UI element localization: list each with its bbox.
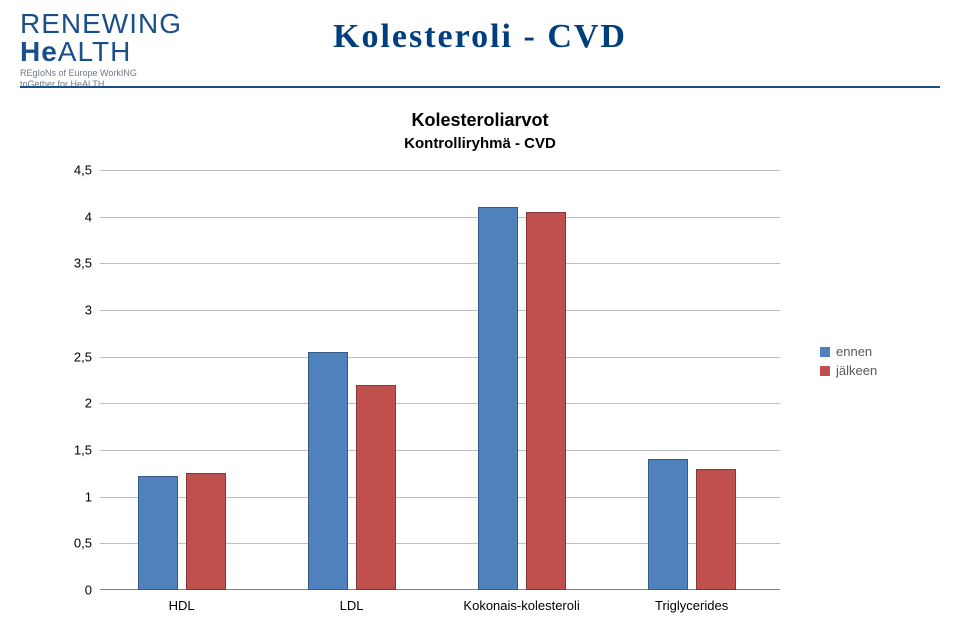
page-title: Kolesteroli - CVD bbox=[0, 18, 960, 56]
y-axis-label: 4,5 bbox=[74, 163, 92, 178]
legend-label: jälkeen bbox=[836, 363, 877, 378]
title-divider bbox=[20, 86, 940, 88]
y-axis-label: 0,5 bbox=[74, 536, 92, 551]
bar-jälkeen bbox=[356, 385, 396, 590]
bar-ennen bbox=[478, 207, 518, 590]
gridline bbox=[100, 450, 780, 451]
y-axis-label: 2,5 bbox=[74, 349, 92, 364]
legend-item: jälkeen bbox=[820, 363, 877, 378]
legend-swatch bbox=[820, 347, 830, 357]
bar-ennen bbox=[308, 352, 348, 590]
x-axis-label: HDL bbox=[169, 598, 195, 613]
y-axis-label: 3 bbox=[85, 303, 92, 318]
legend-item: ennen bbox=[820, 344, 877, 359]
y-axis-label: 1,5 bbox=[74, 443, 92, 458]
y-axis-label: 4 bbox=[85, 209, 92, 224]
gridline bbox=[100, 310, 780, 311]
y-axis-label: 3,5 bbox=[74, 256, 92, 271]
gridline bbox=[100, 170, 780, 171]
y-axis-label: 2 bbox=[85, 396, 92, 411]
y-axis-label: 0 bbox=[85, 583, 92, 598]
gridline bbox=[100, 263, 780, 264]
x-axis-label: Triglycerides bbox=[655, 598, 728, 613]
legend: ennen jälkeen bbox=[820, 340, 877, 382]
bar-ennen bbox=[138, 476, 178, 590]
slide: { "logo": { "line1_a": "RENEWING", "line… bbox=[0, 0, 960, 628]
x-axis-label: Kokonais-kolesteroli bbox=[463, 598, 579, 613]
bar-ennen bbox=[648, 459, 688, 590]
y-axis-label: 1 bbox=[85, 489, 92, 504]
gridline bbox=[100, 217, 780, 218]
chart-subtitle: Kontrolliryhmä - CVD bbox=[0, 135, 960, 152]
gridline bbox=[100, 357, 780, 358]
legend-label: ennen bbox=[836, 344, 872, 359]
bar-jälkeen bbox=[186, 473, 226, 590]
bar-jälkeen bbox=[526, 212, 566, 590]
x-axis-label: LDL bbox=[340, 598, 364, 613]
chart-title: Kolesteroliarvot bbox=[0, 110, 960, 131]
bar-jälkeen bbox=[696, 469, 736, 590]
legend-swatch bbox=[820, 366, 830, 376]
chart-area: 00,511,522,533,544,5HDLLDLKokonais-koles… bbox=[100, 170, 780, 590]
gridline bbox=[100, 403, 780, 404]
